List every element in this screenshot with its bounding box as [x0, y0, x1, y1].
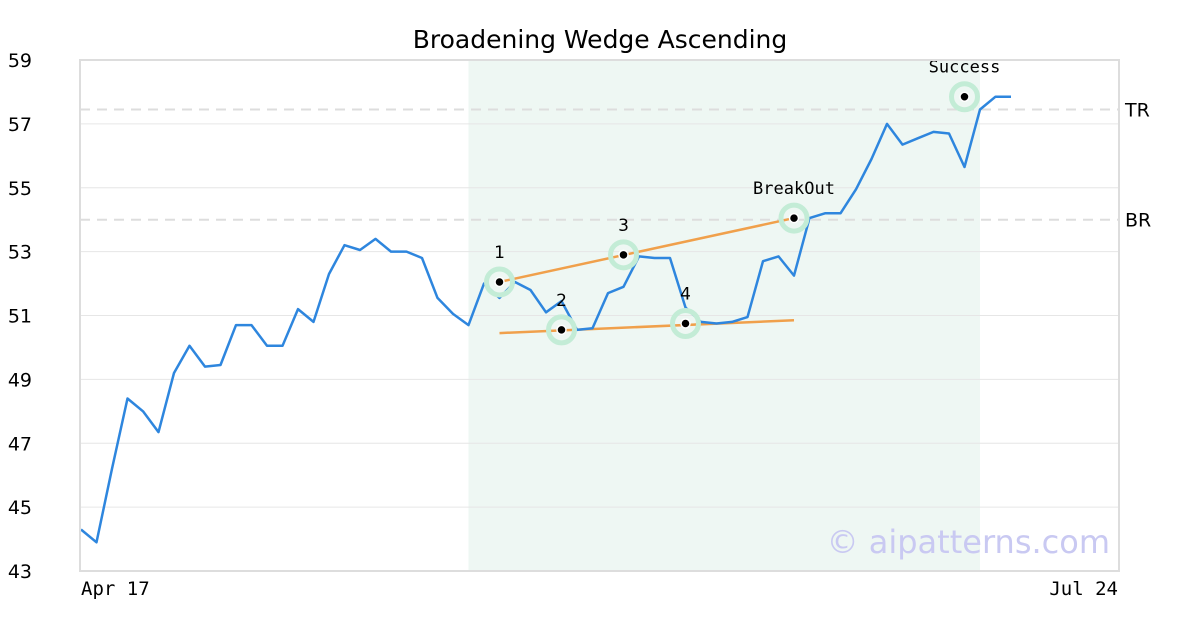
reference-label-br: BR: [1125, 210, 1151, 232]
point-halo-breakout: [778, 202, 810, 234]
point-label-success: Success: [929, 58, 1001, 78]
point-marker-2: [556, 324, 567, 336]
point-marker-4: [680, 318, 691, 329]
point-marker-3: [618, 249, 629, 261]
y-tick-label: 45: [8, 497, 32, 519]
point-halo-success: [949, 81, 980, 113]
y-tick-label: 51: [8, 306, 32, 328]
reference-lines: TR BR: [80, 100, 1151, 232]
point-label-1: 1: [494, 243, 505, 263]
y-tick-label: 47: [8, 433, 32, 455]
point-halo-1: [484, 266, 515, 298]
price-series: [80, 95, 1011, 544]
watermark: © aipatterns.com: [827, 523, 1110, 561]
x-tick-label-end: Jul 24: [1049, 578, 1118, 600]
chart-title: Broadening Wedge Ascending: [413, 25, 788, 54]
point-label-breakout: BreakOut: [753, 179, 835, 199]
price-line: [80, 95, 1011, 544]
point-marker-success: [959, 91, 970, 102]
x-tick-label-start: Apr 17: [81, 578, 150, 600]
point-marker-1: [494, 276, 505, 288]
plot-frame: [79, 59, 1120, 572]
pattern-points: 1 2 3 4 BreakOut Success: [484, 58, 1001, 346]
point-halo-2: [546, 314, 577, 346]
upper-trend-line: [499, 216, 795, 284]
y-tick-label: 57: [8, 114, 32, 136]
reference-label-tr: TR: [1124, 100, 1150, 122]
y-tick-label: 59: [8, 50, 32, 72]
y-tick-label: 43: [8, 561, 32, 583]
y-axis-tick-labels: 43 45 47 49 51 53 55 57 59: [8, 50, 32, 583]
point-marker-breakout: [788, 212, 800, 224]
y-tick-label: 53: [8, 242, 32, 264]
y-tick-label: 55: [8, 178, 32, 200]
point-label-4: 4: [680, 284, 691, 304]
point-halo-4: [670, 307, 701, 339]
point-label-3: 3: [618, 216, 629, 236]
grid-lines: [80, 123, 1119, 508]
y-tick-label: 49: [8, 369, 32, 391]
point-label-2: 2: [556, 291, 567, 311]
point-halo-3: [608, 239, 639, 271]
